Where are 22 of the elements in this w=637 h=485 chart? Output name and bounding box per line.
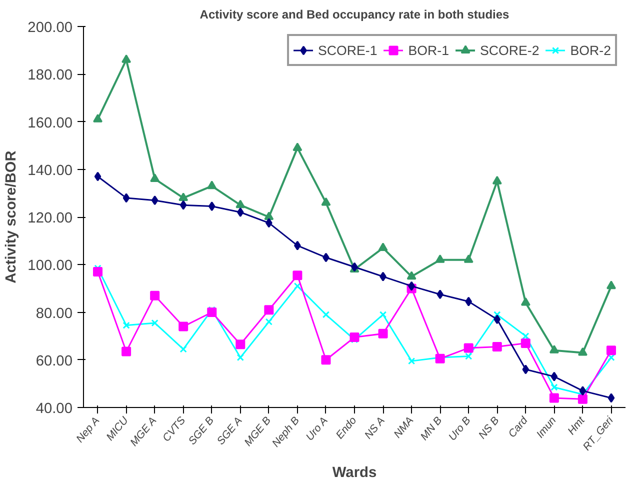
x-tick-label: Uro A [304,414,330,444]
legend-label: SCORE-2 [480,42,540,58]
x-tick-label: MN B [418,414,445,443]
y-axis-title: Activity score/BOR [4,150,20,284]
y-tick-label: 140.00 [28,162,72,179]
legend-label: SCORE-1 [318,42,378,58]
y-tick-label: 80.00 [36,306,73,322]
y-tick-label: 40.00 [36,401,73,417]
x-tick-label: Uro B [446,414,474,444]
chart-title: Activity score and Bed occupancy rate in both studies [200,8,510,22]
y-tick-label: 100.00 [28,258,72,274]
legend-label: BOR-2 [570,42,611,58]
x-axis-title: Wards [332,464,377,481]
legend-label: BOR-1 [408,42,450,58]
y-tick-label: 200.00 [28,20,72,36]
x-tick-label: Nep A [74,414,102,446]
y-tick-label: 180.00 [28,68,72,84]
x-tick-label: NS A [362,414,388,442]
y-tick-label: 60.00 [36,353,73,370]
y-tick-label: 120.00 [28,210,72,226]
x-tick-label: NS B [476,414,502,442]
y-tick-label: 160.00 [28,115,72,132]
